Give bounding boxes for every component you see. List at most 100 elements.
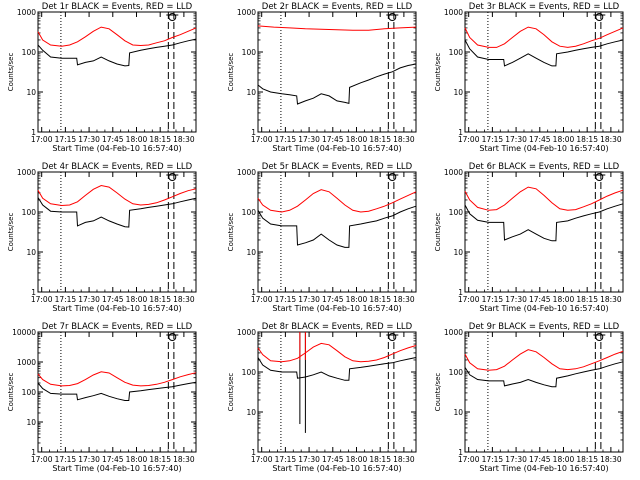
x-tick-label: 18:00 [553,455,575,464]
x-tick-label: 18:30 [173,135,195,144]
panel-title: Det 3r BLACK = Events, RED = LLD [469,2,620,12]
lld-series-line [37,26,197,47]
y-tick-label: 10 [26,418,36,427]
x-axis-label: Start Time (04-Feb-10 16:57:40) [479,304,608,313]
panel-title: Det 8r BLACK = Events, RED = LLD [262,322,413,332]
lld-series-line [464,349,624,371]
x-tick-label: 17:00 [251,135,273,144]
x-tick-label: 18:30 [173,295,195,304]
y-tick-label: 100 [242,48,257,57]
x-axis-label: Start Time (04-Feb-10 16:57:40) [479,464,608,473]
y-tick-label: 1 [458,288,463,297]
y-tick-label: 1 [458,128,463,137]
x-tick-label: 17:15 [55,295,77,304]
x-axis-label: Start Time (04-Feb-10 16:57:40) [52,304,181,313]
x-tick-label: 18:15 [576,135,598,144]
panel-title: Det 7r BLACK = Events, RED = LLD [42,322,193,332]
x-tick-label: 17:30 [78,455,100,464]
y-tick-label: 1000 [237,168,256,177]
x-axis-label: Start Time (04-Feb-10 16:57:40) [272,464,401,473]
plot-frame [37,11,197,133]
panel-det-9: Det 9r BLACK = Events, RED = LLD 1 10 100 10… [434,322,624,473]
x-tick-label: 18:15 [369,135,391,144]
x-tick-label: 17:45 [102,295,124,304]
x-tick-label: 17:15 [275,135,297,144]
x-tick-label: 18:15 [369,455,391,464]
events-series-line [37,197,197,228]
y-tick-label: 10 [26,248,36,257]
panel-det-5: Det 5r BLACK = Events, RED = LLD 1 10 100 10… [227,162,417,313]
x-tick-label: 17:30 [505,135,527,144]
x-tick-label: 17:15 [482,295,504,304]
y-tick-label: 10 [26,88,36,97]
panel-det-8: Det 8r BLACK = Events, RED = LLD 1 10 100 10… [227,322,417,473]
x-tick-label: 17:45 [322,295,344,304]
x-tick-label: 18:00 [346,135,368,144]
x-tick-label: 18:30 [393,295,415,304]
x-tick-label: 18:30 [173,455,195,464]
x-tick-label: 18:30 [393,135,415,144]
x-axis-label: Start Time (04-Feb-10 16:57:40) [52,464,181,473]
y-tick-label: 1000 [237,328,256,337]
y-tick-label: 1000 [17,8,36,17]
x-tick-label: 17:45 [529,135,551,144]
y-tick-label: 10 [246,408,256,417]
x-tick-label: 17:30 [78,135,100,144]
x-tick-label: 17:15 [55,455,77,464]
x-tick-label: 17:15 [482,455,504,464]
x-tick-label: 17:30 [78,295,100,304]
x-tick-label: 18:30 [600,135,622,144]
x-tick-label: 17:30 [298,455,320,464]
y-tick-label: 100 [449,48,464,57]
panel-title: Det 5r BLACK = Events, RED = LLD [262,162,413,172]
x-tick-label: 17:45 [529,455,551,464]
x-axis-label: Start Time (04-Feb-10 16:57:40) [479,144,608,153]
x-tick-label: 17:15 [275,455,297,464]
x-tick-label: 17:15 [55,135,77,144]
lld-series-line [257,189,417,213]
events-series-line [257,357,417,381]
y-tick-label: 10 [453,88,463,97]
x-tick-label: 17:00 [251,295,273,304]
lld-series-line [37,184,197,207]
y-axis-label: Counts/sec [434,373,442,412]
y-tick-label: 1 [251,448,256,457]
y-tick-label: 1 [251,128,256,137]
x-tick-label: 18:15 [576,455,598,464]
x-tick-label: 17:30 [298,135,320,144]
panel-det-2: Det 2r BLACK = Events, RED = LLD 1 10 100 10… [227,2,417,153]
x-tick-label: 17:30 [298,295,320,304]
x-tick-label: 18:00 [346,295,368,304]
x-tick-label: 17:15 [275,295,297,304]
x-tick-label: 17:45 [322,455,344,464]
y-tick-label: 100 [22,208,37,217]
y-tick-label: 1 [31,448,36,457]
y-tick-label: 10 [453,408,463,417]
x-tick-label: 17:00 [31,135,53,144]
plot-frame [37,331,197,453]
y-tick-label: 1000 [444,328,463,337]
y-tick-label: 1 [251,288,256,297]
panel-title: Det 1r BLACK = Events, RED = LLD [42,2,193,12]
y-axis-label: Counts/sec [7,373,15,412]
y-tick-label: 1 [31,128,36,137]
lld-series-line [257,25,417,31]
time-marker-circle [595,173,604,181]
x-tick-label: 18:30 [600,295,622,304]
x-tick-label: 17:45 [529,295,551,304]
time-marker-circle [388,13,397,21]
events-series-line [37,38,197,67]
lld-series-line [464,186,624,211]
x-tick-label: 18:00 [553,135,575,144]
events-series-line [257,205,417,248]
y-tick-label: 100 [242,208,257,217]
y-tick-label: 1000 [444,168,463,177]
plot-frame [464,171,624,293]
panel-det-4: Det 4r BLACK = Events, RED = LLD 1 10 100 10… [7,162,197,313]
x-axis-label: Start Time (04-Feb-10 16:57:40) [272,304,401,313]
time-marker-circle [168,173,177,181]
x-tick-label: 17:45 [102,135,124,144]
x-tick-label: 17:00 [251,455,273,464]
events-series-line [257,63,417,105]
